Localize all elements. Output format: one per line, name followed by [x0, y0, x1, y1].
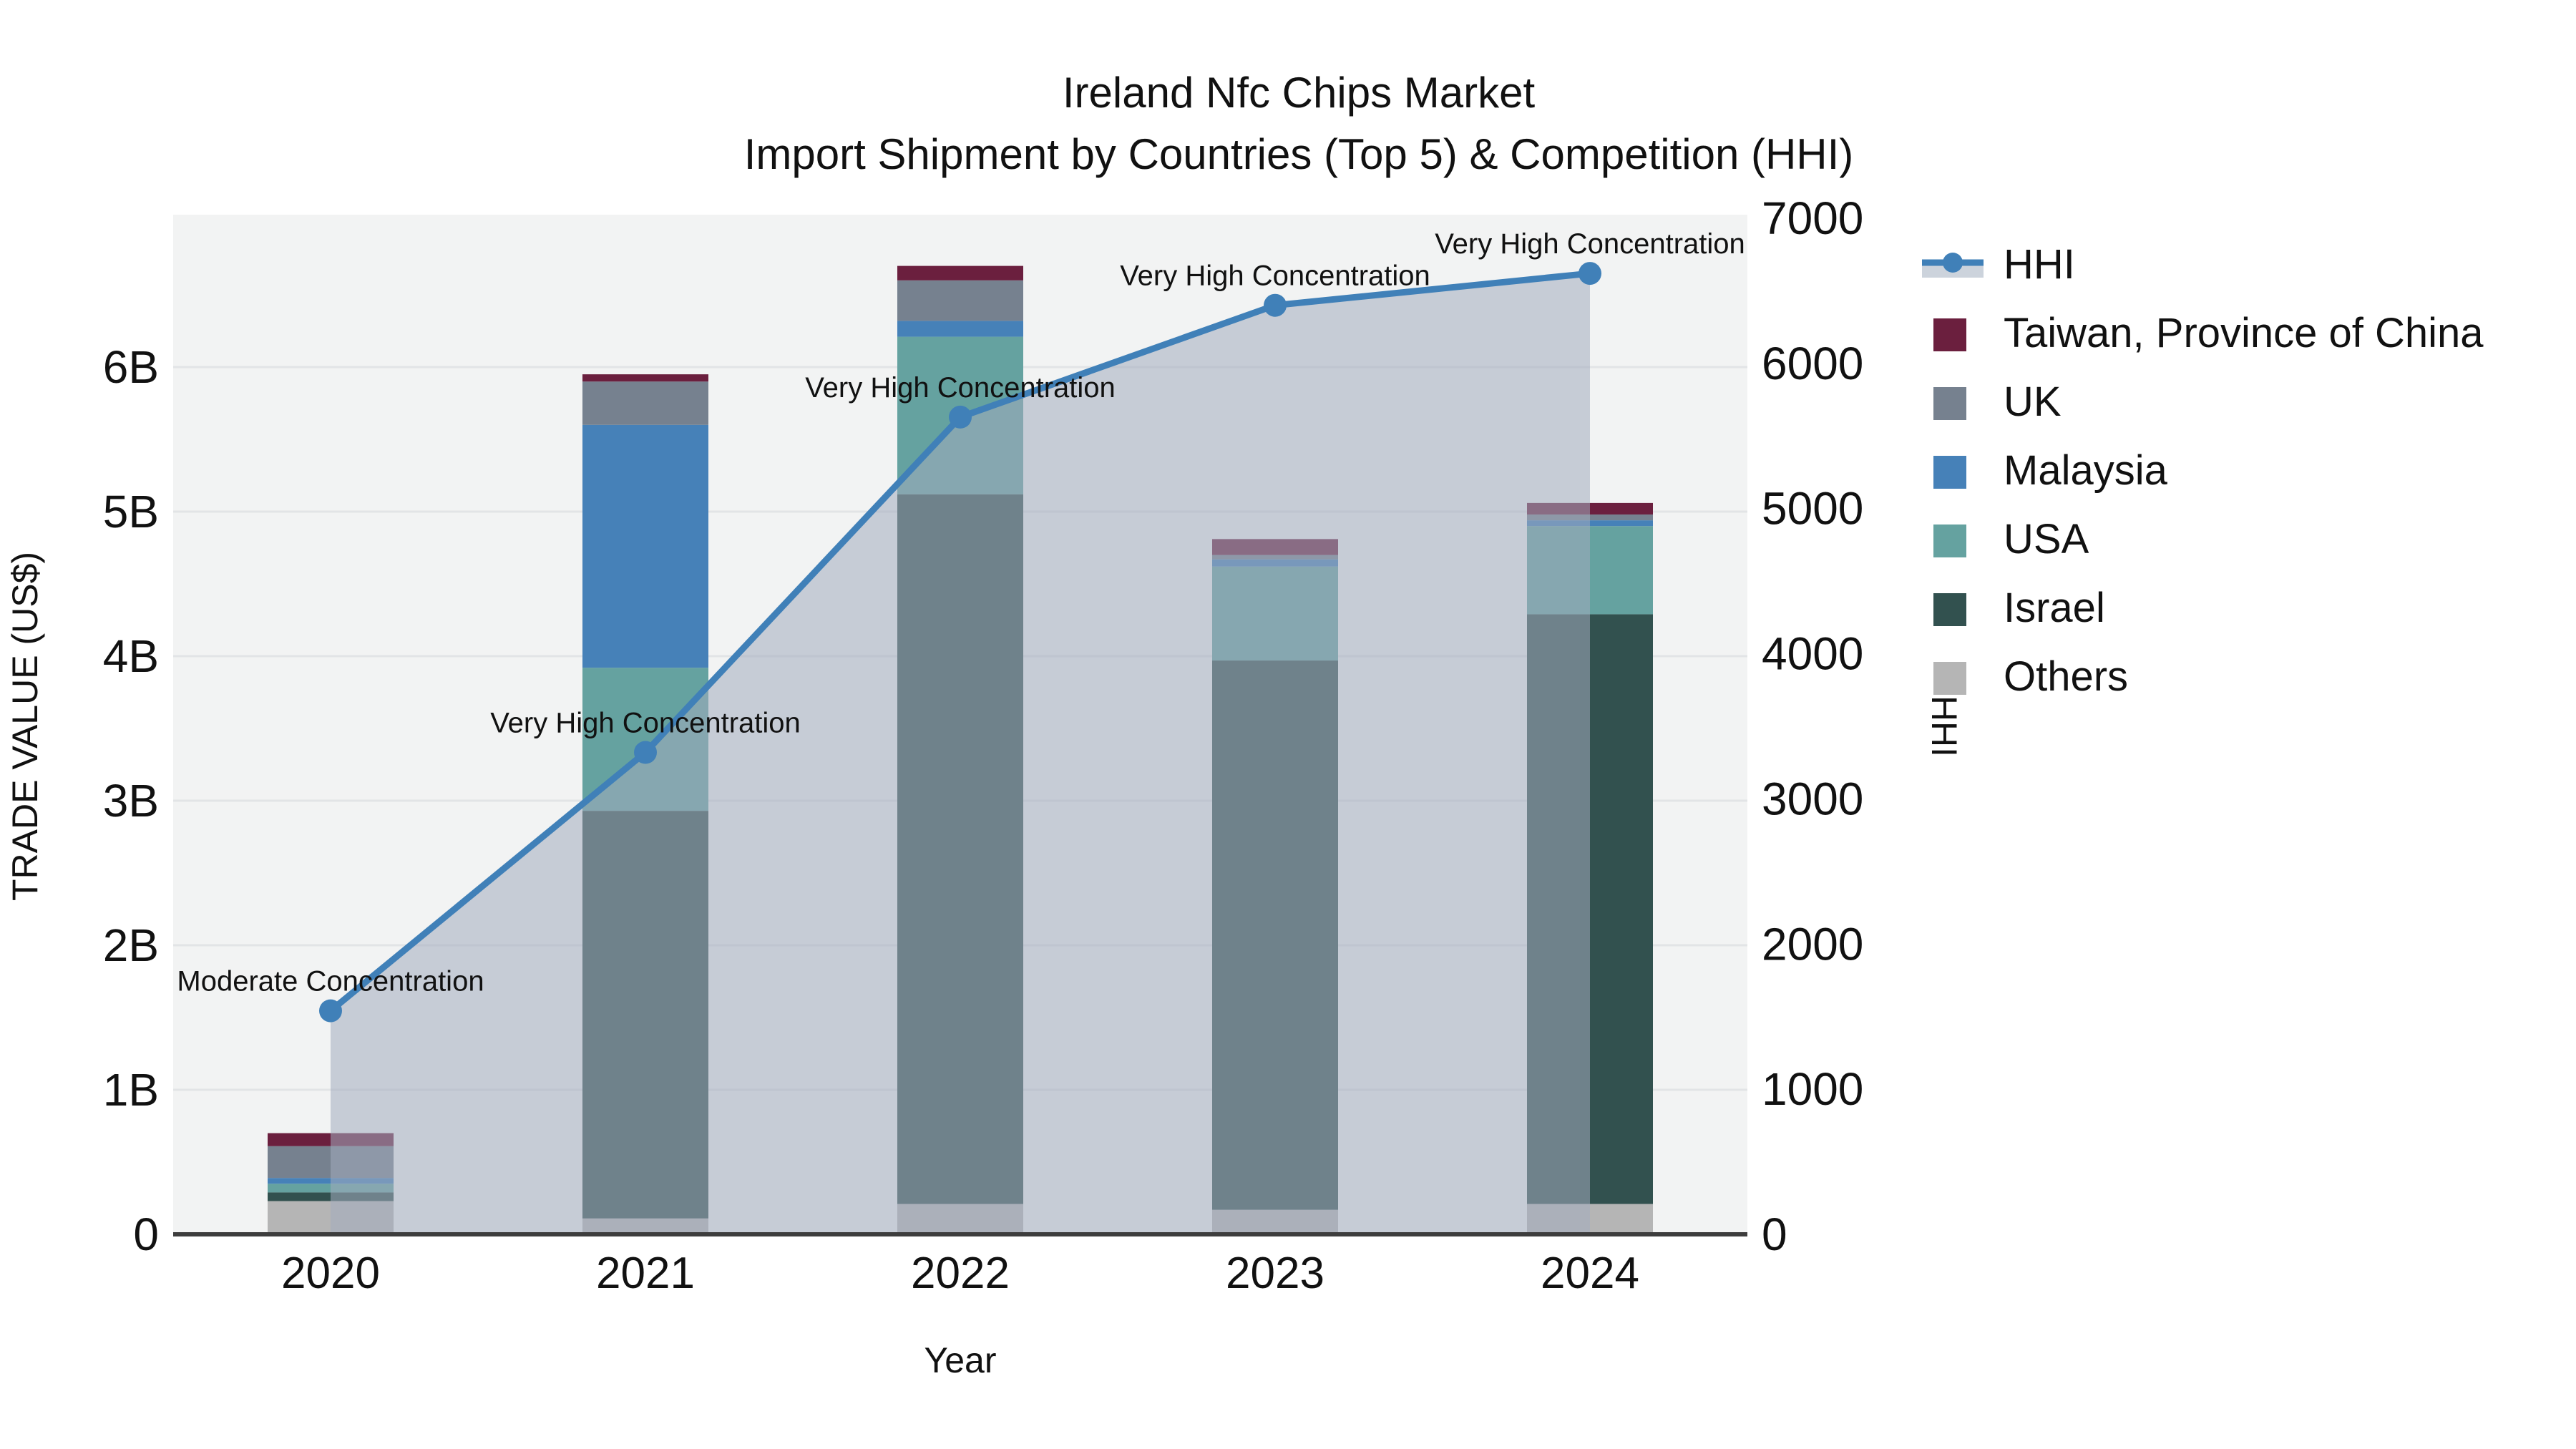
legend-swatch-icon	[1933, 593, 1966, 626]
x-tick-2020: 2020	[281, 1249, 380, 1298]
legend-swatch-icon	[1933, 662, 1966, 695]
y-left-tick-5B: 5B	[103, 486, 159, 537]
x-tick-2021: 2021	[596, 1249, 695, 1298]
legend-label: Malaysia	[2004, 447, 2168, 494]
legend-label: Taiwan, Province of China	[2004, 310, 2484, 356]
y-left-axis-title: TRADE VALUE (US$)	[5, 552, 45, 901]
x-tick-2024: 2024	[1541, 1249, 1639, 1298]
y-right-tick-6000: 6000	[1762, 338, 1863, 389]
left-axis-ticks: 0 1B 2B 3B 4B 5B 6B	[103, 341, 159, 1260]
hhi-marker-2021[interactable]	[634, 741, 657, 764]
legend-swatch-icon	[1933, 318, 1966, 351]
hhi-marker-2023[interactable]	[1264, 293, 1287, 317]
legend-label: USA	[2004, 516, 2089, 562]
annotation-2020: Moderate Concentration	[177, 966, 484, 997]
legend-item-israel[interactable]: Israel	[1933, 585, 2105, 631]
y-left-tick-0: 0	[133, 1209, 159, 1260]
annotations: Moderate Concentration Very High Concentr…	[177, 228, 1745, 997]
legend-label: HHI	[2004, 241, 2075, 288]
x-axis-ticks: 2020 2021 2022 2023 2024	[281, 1249, 1639, 1298]
bar-segment-2022-malaysia[interactable]	[897, 321, 1023, 337]
legend-label: Others	[2004, 653, 2128, 700]
annotation-2021: Very High Concentration	[490, 708, 801, 739]
bar-segment-2021-taiwan-province-of-china[interactable]	[582, 374, 708, 382]
legend-hhi-marker-icon	[1943, 253, 1963, 273]
bar-segment-2021-malaysia[interactable]	[582, 424, 708, 668]
legend-item-hhi[interactable]: HHI	[1922, 241, 2075, 288]
legend-item-usa[interactable]: USA	[1933, 516, 2089, 562]
bar-segment-2022-taiwan-province-of-china[interactable]	[897, 265, 1023, 280]
x-axis-title: Year	[924, 1340, 996, 1380]
legend-swatch-icon	[1933, 525, 1966, 557]
hhi-marker-2024[interactable]	[1579, 262, 1601, 286]
x-tick-2023: 2023	[1226, 1249, 1324, 1298]
hhi-marker-2022[interactable]	[949, 405, 972, 429]
y-left-tick-4B: 4B	[103, 630, 159, 682]
chart-title-line1: Ireland Nfc Chips Market	[1063, 69, 1536, 117]
y-left-tick-2B: 2B	[103, 919, 159, 971]
annotation-2023: Very High Concentration	[1120, 260, 1430, 292]
right-axis-ticks: 0 1000 2000 3000 4000 5000 6000 7000	[1762, 192, 1863, 1260]
bar-segment-2022-uk[interactable]	[897, 280, 1023, 321]
legend-item-uk[interactable]: UK	[1933, 379, 2062, 425]
bar-segment-2021-uk[interactable]	[582, 381, 708, 425]
hhi-marker-2020[interactable]	[319, 999, 342, 1023]
y-right-tick-5000: 5000	[1762, 483, 1863, 535]
legend-label: Israel	[2004, 585, 2105, 631]
annotation-2022: Very High Concentration	[805, 372, 1116, 404]
annotation-2024: Very High Concentration	[1435, 228, 1745, 260]
legend-item-others[interactable]: Others	[1933, 653, 2128, 700]
y-right-tick-3000: 3000	[1762, 773, 1863, 824]
y-right-tick-7000: 7000	[1762, 192, 1863, 244]
chart-title-line2: Import Shipment by Countries (Top 5) & C…	[744, 130, 1854, 178]
legend-item-taiwan-province-of-china[interactable]: Taiwan, Province of China	[1933, 310, 2484, 356]
legend-item-malaysia[interactable]: Malaysia	[1933, 447, 2168, 494]
legend-swatch-icon	[1933, 387, 1966, 420]
y-right-tick-0: 0	[1762, 1209, 1787, 1260]
legend: HHI Taiwan, Province of China UK Malaysia US…	[1922, 241, 2484, 700]
hhi-markers	[319, 262, 1601, 1023]
legend-label: UK	[2004, 379, 2062, 425]
legend-swatch-icon	[1933, 456, 1966, 489]
hhi-area-fill	[331, 273, 1590, 1235]
y-left-tick-3B: 3B	[103, 775, 159, 826]
y-left-tick-6B: 6B	[103, 341, 159, 393]
y-left-tick-1B: 1B	[103, 1064, 159, 1116]
x-tick-2022: 2022	[911, 1249, 1010, 1298]
y-right-tick-2000: 2000	[1762, 918, 1863, 970]
y-right-axis-title: HHI	[1924, 696, 1964, 757]
y-right-tick-4000: 4000	[1762, 628, 1863, 680]
y-right-tick-1000: 1000	[1762, 1063, 1863, 1115]
